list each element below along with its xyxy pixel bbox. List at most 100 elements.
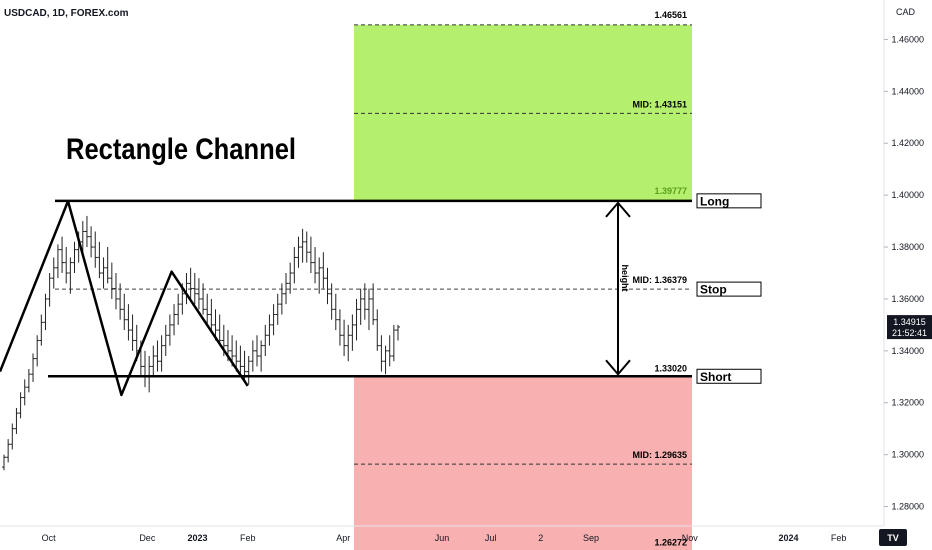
price-tick-label: 1.40000 [891, 190, 924, 200]
ohlc-bar [313, 247, 318, 284]
short-box-label: Short [700, 370, 731, 384]
ohlc-bar [371, 283, 376, 325]
ohlc-bar [167, 314, 172, 346]
ohlc-bar [213, 309, 218, 341]
ohlc-bar [130, 314, 135, 351]
time-tick-label: Jun [435, 533, 450, 543]
price-tick-label: 1.28000 [891, 502, 924, 512]
ohlc-bar [196, 278, 201, 310]
ohlc-bar [329, 283, 334, 320]
ohlc-bar [205, 293, 210, 325]
ohlc-bar [93, 231, 98, 268]
ohlc-bar [387, 335, 392, 367]
time-tick-label: Feb [831, 533, 847, 543]
stop-box[interactable]: Stop [696, 281, 762, 297]
bar-countdown: 21:52:41 [892, 328, 927, 338]
ohlc-bar [362, 283, 367, 320]
channel-mid-label: MID: 1.36379 [632, 275, 687, 285]
ohlc-bar [68, 257, 73, 294]
ohlc-bar [60, 236, 65, 273]
ohlc-bar [296, 236, 301, 268]
ohlc-bar [109, 262, 114, 299]
support-price-label: 1.33020 [654, 363, 687, 373]
svg-text:TV: TV [887, 533, 899, 543]
ohlc-bar [101, 257, 106, 289]
ohlc-bar [358, 288, 363, 325]
ohlc-bar [263, 324, 268, 357]
ohlc-bar [300, 228, 305, 263]
ohlc-bar [43, 293, 48, 331]
symbol-header: USDCAD, 1D, FOREX.com [4, 8, 129, 19]
time-tick-label: 2024 [778, 533, 798, 543]
short-box[interactable]: Short [696, 368, 762, 384]
ohlc-bar [246, 356, 251, 385]
ohlc-bar [346, 324, 351, 362]
ohlc-bar [375, 309, 380, 351]
time-tick-label: Nov [682, 533, 699, 543]
ohlc-bar [159, 335, 164, 372]
ohlc-bar [238, 345, 243, 377]
ohlc-bar [72, 241, 77, 273]
ohlc-bar [325, 267, 330, 305]
ohlc-bar [2, 454, 6, 471]
time-tick-label: Sep [583, 533, 599, 543]
ohlc-bar [14, 407, 19, 434]
short-bottom-label: 1.26272 [654, 537, 687, 547]
price-tick-label: 1.34000 [891, 346, 924, 356]
ohlc-bar [396, 324, 400, 341]
long-box-frame [696, 193, 762, 209]
currency-label: CAD [896, 7, 916, 17]
stop-box-label: Stop [700, 283, 727, 297]
ohlc-bar [250, 340, 255, 372]
ohlc-bar [113, 272, 118, 310]
ohlc-bar [84, 215, 89, 248]
ohlc-bar [26, 369, 31, 393]
ohlc-bar [163, 324, 168, 357]
ohlc-bar [10, 423, 15, 450]
ohlc-bar [126, 304, 131, 341]
ohlc-bar [122, 293, 127, 331]
ohlc-bar [337, 309, 342, 346]
ohlc-bar [354, 298, 359, 341]
ohlc-bar [288, 262, 293, 294]
time-tick-label: Dec [139, 533, 156, 543]
price-tick-label: 1.46000 [891, 34, 924, 44]
time-tick-label: Jul [485, 533, 497, 543]
price-axis[interactable]: 1.46000 1.44000 1.42000 1.40000 1.38000 1.360… [884, 34, 924, 512]
ohlc-bar [6, 439, 11, 463]
height-arrow-up-head [605, 201, 631, 218]
short-box-frame [696, 368, 762, 384]
ohlc-bar [267, 314, 272, 346]
ohlc-bar [155, 340, 160, 372]
time-axis[interactable]: Oct Dec 2023 Feb Apr Jun Jul 2 Sep Nov 2024 Feb [42, 533, 847, 543]
ohlc-bar [366, 288, 371, 331]
ohlc-bar [383, 345, 388, 375]
ohlc-bar [350, 314, 355, 351]
long-top-label: 1.46561 [654, 10, 687, 20]
ohlc-bar [379, 335, 384, 372]
short-target-zone[interactable] [354, 376, 692, 550]
ohlc-bar [176, 293, 181, 325]
ohlc-bar [317, 257, 322, 294]
short-mid-label: MID: 1.29635 [632, 450, 687, 460]
time-tick-label: Apr [336, 533, 350, 543]
ohlc-bar [47, 272, 52, 307]
ohlc-bar [39, 314, 44, 346]
ohlc-bar [18, 392, 23, 419]
long-box[interactable]: Long [696, 193, 762, 209]
time-tick-label: 2 [538, 533, 543, 543]
ohlc-bar [201, 283, 206, 315]
ohlc-bar [321, 252, 326, 289]
zigzag-pattern-line[interactable] [0, 199, 249, 397]
tradingview-logo: TV [879, 529, 907, 546]
ohlc-bar [254, 335, 259, 367]
ohlc-bar [304, 231, 309, 263]
ohlc-bar [89, 226, 94, 258]
ohlc-bar [105, 247, 110, 284]
ohlc-bar [51, 257, 56, 289]
ohlc-bar [22, 379, 27, 406]
ohlc-bar [333, 293, 338, 331]
ohlc-bar [308, 236, 313, 273]
ohlc-bar [35, 335, 40, 367]
